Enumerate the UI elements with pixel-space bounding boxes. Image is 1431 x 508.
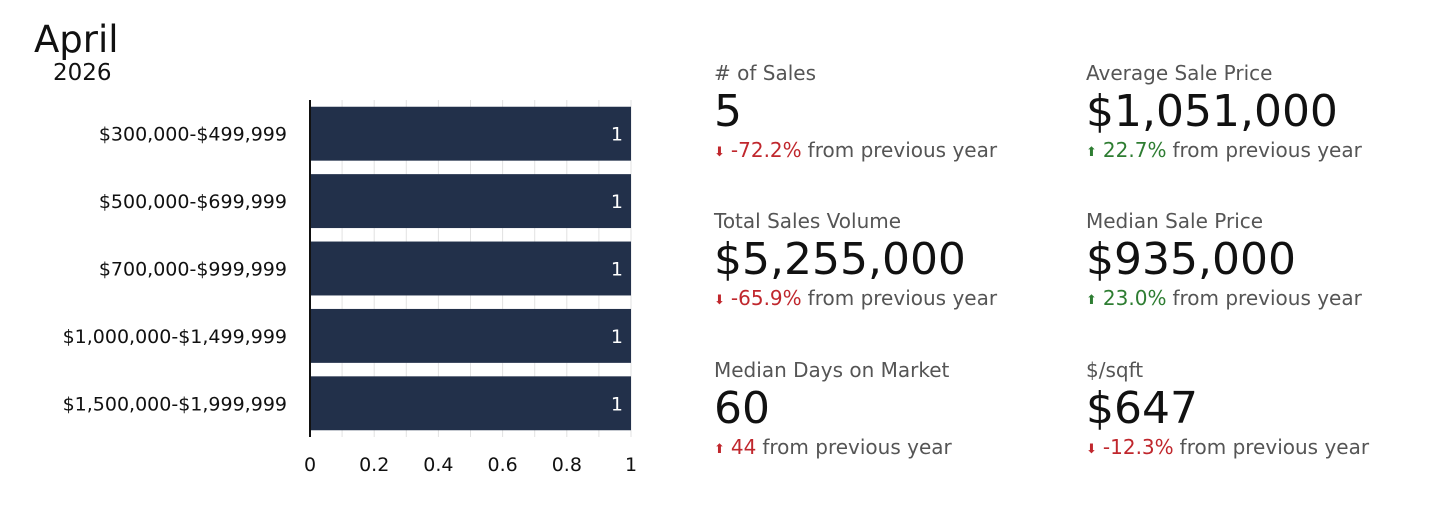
stat-value: $647 (1086, 383, 1198, 434)
stat-change-value: -72.2% (730, 138, 802, 162)
arrow-down-icon: ⬇ (1086, 442, 1097, 457)
stat-total-sales-volume: Total Sales Volume $5,255,000 ⬇ -65.9% fro… (714, 209, 997, 313)
stat-change: ⬇ -12.3% from previous year (1086, 435, 1369, 462)
x-tick-label: 0.4 (423, 454, 453, 476)
stat-change: ⬆ 44 from previous year (714, 435, 952, 462)
stat-price-per-sqft: $/sqft $647 ⬇ -12.3% from previous year (1086, 358, 1369, 462)
category-label: $500,000-$699,999 (99, 191, 287, 213)
category-label: $1,000,000-$1,499,999 (63, 326, 287, 348)
stat-value: $935,000 (1086, 234, 1296, 285)
stat-change-value: -65.9% (730, 286, 802, 310)
stat-label: Median Sale Price (1086, 209, 1264, 233)
stat-value: $5,255,000 (714, 234, 966, 285)
stat-change-value: 44 (730, 435, 757, 459)
stat-value: 5 (714, 86, 742, 137)
stat-change-suffix: from previous year (1172, 286, 1362, 310)
bar (310, 174, 631, 229)
x-tick-label: 0.2 (359, 454, 389, 476)
x-tick-label: 0.8 (552, 454, 582, 476)
bar-value-label: 1 (611, 124, 623, 146)
bar (310, 376, 631, 431)
stat-label: Median Days on Market (714, 358, 950, 382)
stat-change: ⬆ 22.7% from previous year (1086, 138, 1362, 165)
stat-median-sale-price: Median Sale Price $935,000 ⬆ 23.0% from pr… (1086, 209, 1362, 313)
stat-label: Average Sale Price (1086, 61, 1273, 85)
arrow-down-icon: ⬇ (714, 145, 725, 160)
stat-median-days-on-market: Median Days on Market 60 ⬆ 44 from previou… (714, 358, 952, 462)
arrow-up-icon: ⬆ (1086, 145, 1097, 160)
stat-change-suffix: from previous year (807, 286, 998, 310)
bar-value-label: 1 (611, 259, 623, 281)
bar-value-label: 1 (611, 326, 623, 348)
category-label: $1,500,000-$1,999,999 (63, 393, 287, 415)
year-subtitle: 2026 (53, 60, 112, 86)
stat-change: ⬆ 23.0% from previous year (1086, 286, 1362, 313)
stat-change: ⬇ -72.2% from previous year (714, 138, 997, 165)
x-tick-label: 0.6 (487, 454, 517, 476)
stat-label: $/sqft (1086, 358, 1144, 382)
month-title: April (34, 18, 119, 61)
category-label: $700,000-$999,999 (99, 259, 287, 281)
bar (310, 106, 631, 161)
category-label: $300,000-$499,999 (99, 124, 287, 146)
stat-value: 60 (714, 383, 770, 434)
stat-change-value: 22.7% (1102, 138, 1167, 162)
stat-average-sale-price: Average Sale Price $1,051,000 ⬆ 22.7% from… (1086, 61, 1362, 165)
stat-change-suffix: from previous year (1179, 435, 1370, 459)
stat-change-suffix: from previous year (1172, 138, 1362, 162)
bar (310, 308, 631, 363)
stat-value: $1,051,000 (1086, 86, 1338, 137)
stat-label: # of Sales (714, 61, 816, 85)
stat-change: ⬇ -65.9% from previous year (714, 286, 997, 313)
arrow-up-icon: ⬆ (1086, 293, 1097, 308)
stat-number-of-sales: # of Sales 5 ⬇ -72.2% from previous year (714, 61, 997, 165)
arrow-up-icon: ⬆ (714, 442, 725, 457)
x-tick-label: 0 (304, 454, 316, 476)
bar (310, 241, 631, 296)
stat-change-suffix: from previous year (807, 138, 998, 162)
bar-value-label: 1 (611, 393, 623, 415)
arrow-down-icon: ⬇ (714, 293, 725, 308)
stat-change-suffix: from previous year (762, 435, 952, 459)
x-tick-label: 1 (625, 454, 637, 476)
price-range-bar-chart: 1 $300,000-$499,999 1 $500,000-$699,999 1 $70… (63, 100, 637, 476)
stat-label: Total Sales Volume (714, 209, 902, 233)
bar-value-label: 1 (611, 191, 623, 213)
stat-change-value: 23.0% (1102, 286, 1167, 310)
stat-change-value: -12.3% (1102, 435, 1174, 459)
